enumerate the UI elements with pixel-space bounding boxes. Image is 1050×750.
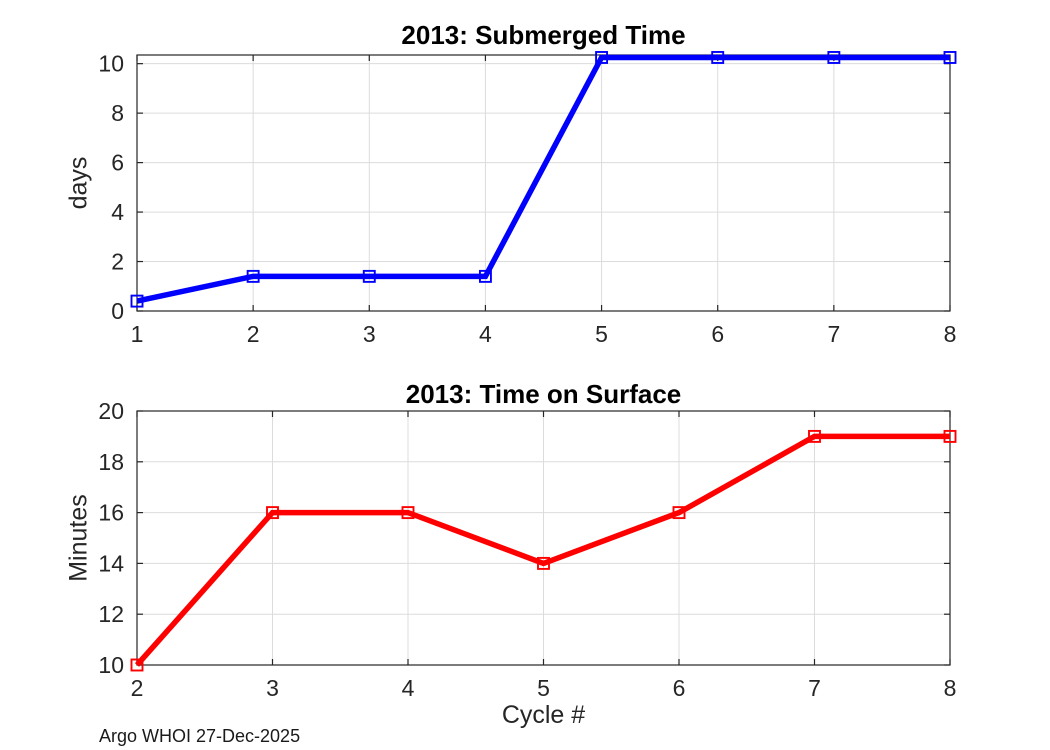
x-tick-label: 3 [266,675,279,701]
data-point-marker [672,506,686,520]
x-tick-label: 1 [131,321,144,347]
data-point-marker [827,51,841,64]
y-tick-label: 12 [98,601,124,627]
chart-1-axes: 1 2 3 4 5 6 7 8 0 2 4 6 8 10 [98,51,957,347]
chart1-title: 2013: Submerged Time [401,20,686,50]
x-tick-label: 4 [402,675,415,701]
y-tick-label: 10 [98,652,124,678]
y-tick-label: 2 [111,249,124,275]
x-tick-label: 8 [944,675,957,701]
data-line [136,54,950,304]
x-tick-label: 8 [944,321,957,347]
y-tick-label: 16 [98,500,124,526]
y-tick-label: 6 [111,150,124,176]
y-tick-label: 8 [111,100,124,126]
data-point-marker [595,51,609,64]
y-tick-label: 18 [98,449,124,475]
x-tick-label: 5 [595,321,608,347]
x-tick-label: 7 [827,321,840,347]
y-tick-label: 20 [98,398,124,424]
y-tick-label: 0 [111,298,124,324]
data-point-marker [246,269,260,283]
data-point-marker [711,51,725,64]
data-point-marker [401,506,415,520]
chart2-title: 2013: Time on Surface [405,379,682,409]
chart-2-axes: 2 3 4 5 6 7 8 10 12 14 16 18 20 [98,398,957,701]
y-tick-label: 14 [98,550,124,576]
data-point-marker [537,556,550,570]
data-point-marker [266,506,279,520]
y-tick-label: 4 [111,199,124,225]
axes-box [136,54,951,312]
data-point-marker [943,429,957,443]
x-tick-label: 5 [537,675,550,701]
data-line [134,433,950,667]
x-tick-label: 7 [808,675,821,701]
watermark-text: Argo WHOI 27-Dec-2025 [99,726,301,746]
x-tick-label: 6 [673,675,686,701]
x-tick-label: 4 [479,321,492,347]
data-point-marker [130,658,144,672]
data-point-marker [808,429,821,443]
data-point-marker [943,51,957,64]
x-tick-label: 2 [247,321,260,347]
x-tick-label: 2 [131,675,144,701]
data-point-marker [130,294,144,308]
chart1-y-axis-label: days [64,156,93,210]
x-tick-label: 3 [363,321,376,347]
x-tick-label: 6 [711,321,724,347]
y-tick-label: 10 [98,51,124,77]
data-point-marker [362,269,376,283]
x-axis-label: Cycle # [501,701,586,729]
data-point-marker [478,269,492,283]
chart2-y-axis-label: Minutes [64,494,93,582]
